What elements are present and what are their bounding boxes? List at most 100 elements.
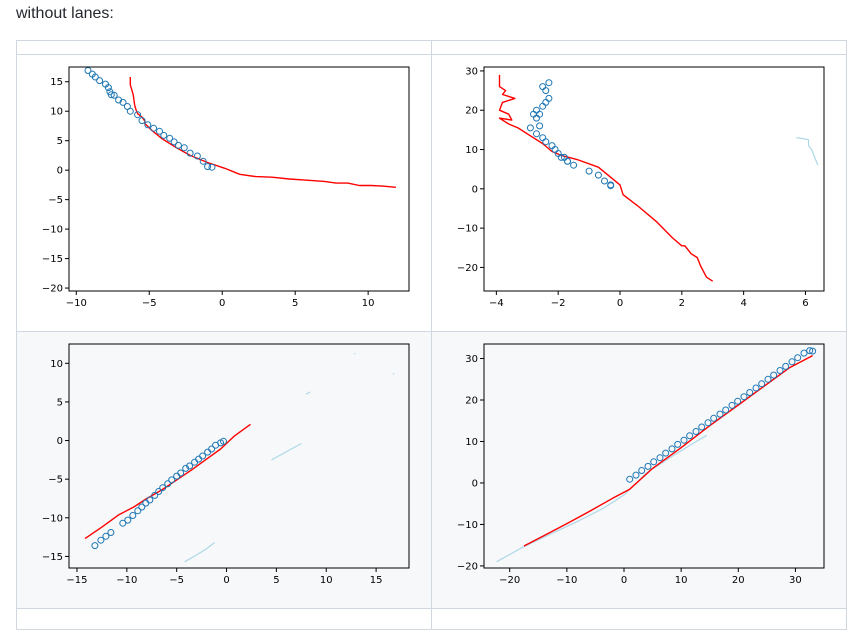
chart-1: −10 −5 0 5 10 −20 −15 −10 −5 0 5 10 15 [42,66,410,309]
observed-point [542,138,550,146]
x-tick-label: −4 [489,298,504,309]
context-line [496,434,708,563]
y-tick-label: −10 [42,513,63,524]
table-row: −10 −5 0 5 10 −20 −15 −10 −5 0 5 10 15 −4 −2 0 2 4 6 −20 −1… [16,54,847,332]
y-tick-label: 15 [50,77,63,88]
y-tick-label: −10 [457,224,478,235]
observed-point [91,73,99,81]
plot-area [84,67,396,189]
observed-point [119,519,127,527]
observed-point [809,347,817,355]
y-tick-label: 10 [50,107,63,118]
table-row [16,607,847,630]
x-tick-label: 0 [617,298,623,309]
observed-point [208,163,216,171]
observed-point [138,503,146,511]
observed-point [174,141,182,149]
y-tick-label: 20 [465,106,478,117]
observed-point [134,111,142,119]
observed-point [533,130,540,138]
chart-4: −20 −10 0 10 20 30 −20 −10 0 10 20 30 [457,343,825,586]
x-tick-label: 15 [370,575,383,586]
x-tick-label: −5 [169,575,184,586]
observed-point [138,117,146,125]
observed-point [177,469,185,477]
observed-point [170,138,178,146]
x-tick-label: 10 [362,298,375,309]
observed-point [193,152,201,160]
observed-point [199,157,207,165]
observed-point [166,134,174,142]
observed-point [716,410,724,418]
observed-point [151,491,159,499]
y-tick-label: 30 [465,67,478,78]
observed-point [107,528,115,536]
context-line [306,391,311,395]
observed-point [164,480,172,488]
observed-point [195,455,203,463]
observed-point [110,91,118,99]
table-header-cell [431,39,847,56]
axes-frame [483,343,825,569]
observed-point [526,124,534,132]
observed-point [788,358,796,366]
table-cell [16,607,432,630]
observed-point [159,484,167,492]
observed-point [764,375,772,383]
observed-point [539,134,547,142]
y-tick-label: 10 [465,145,478,156]
table-cell: −20 −10 0 10 20 30 −20 −10 0 10 20 30 [431,330,847,609]
observed-point [542,98,550,106]
observed-point [204,163,212,171]
x-tick-label: 2 [679,298,685,309]
observed-point [150,124,158,132]
y-tick-label: −20 [42,284,63,295]
plot-area [84,352,395,563]
y-tick-label: 5 [57,136,63,147]
observed-point [142,499,150,507]
table-cell: −10 −5 0 5 10 −20 −15 −10 −5 0 5 10 15 [16,54,432,332]
caption: without lanes: [16,5,114,22]
observed-point [806,347,814,355]
observed-point [129,511,137,519]
x-tick-label: −10 [556,575,577,586]
observed-point [199,452,207,460]
x-tick-label: 10 [675,575,688,586]
observed-point [594,171,602,179]
observed-point [722,406,730,414]
observed-point [746,388,754,396]
y-tick-label: 30 [465,354,478,365]
x-tick-label: 30 [789,575,802,586]
observed-point [638,466,646,474]
x-tick-label: 5 [292,298,298,309]
observed-point [548,142,556,150]
observed-point [545,94,553,102]
trajectory-line [523,354,813,547]
observed-point [776,366,784,374]
observed-point [692,427,700,435]
observed-point [144,121,152,129]
y-tick-label: 0 [57,436,63,447]
x-tick-label: 0 [621,575,627,586]
observed-point [536,122,544,130]
observed-point [557,153,565,161]
plots-table: −10 −5 0 5 10 −20 −15 −10 −5 0 5 10 15 −4 −2 0 2 4 6 −20 −1… [16,39,847,630]
plot-area [496,347,817,563]
x-tick-label: 6 [802,298,808,309]
context-line [796,137,819,166]
observed-point [674,440,682,448]
observed-point [740,393,748,401]
y-tick-label: −5 [48,195,63,206]
observed-point [551,146,559,154]
x-tick-label: 0 [219,298,225,309]
observed-point [698,423,706,431]
y-tick-label: 20 [465,395,478,406]
observed-point [650,458,658,466]
y-tick-label: −20 [457,561,478,572]
axes-frame [68,343,410,569]
observed-point [191,458,199,466]
observed-point [644,462,652,470]
observed-point [96,77,104,85]
observed-point [186,149,194,157]
